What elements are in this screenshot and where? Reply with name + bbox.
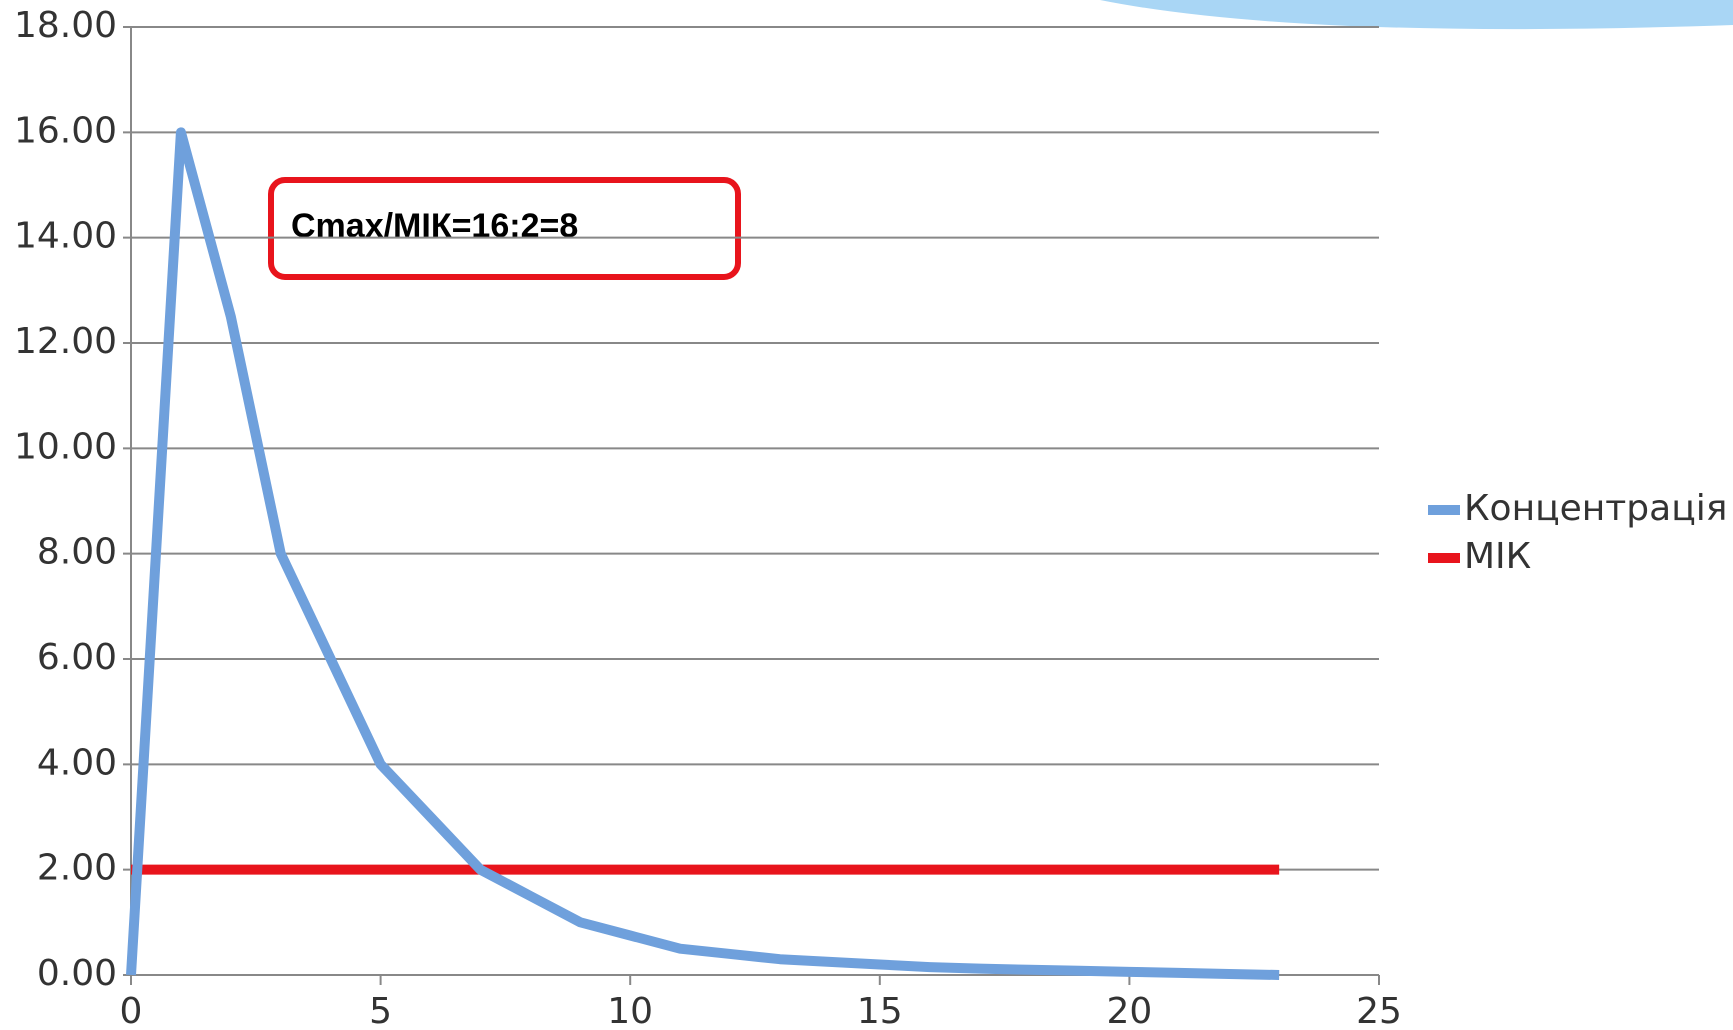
y-tick-label: 2.00 [37, 848, 117, 889]
y-tick-label: 8.00 [37, 532, 117, 573]
y-tick-label: 4.00 [37, 742, 117, 783]
x-tick-label: 10 [607, 991, 653, 1030]
decor-shape [1100, 0, 1733, 29]
x-tick-label: 5 [369, 991, 392, 1030]
y-tick-label: 12.00 [14, 321, 117, 362]
legend-label: МІК [1464, 536, 1531, 577]
chart: Cmax/МІК=16:2=8 0.00 2.00 4.00 6.00 8.00 10.0… [0, 0, 1733, 1030]
annotation: Cmax/МІК=16:2=8 [291, 207, 578, 245]
x-tick-label: 25 [1356, 991, 1402, 1030]
y-tick-label: 0.00 [37, 953, 117, 994]
x-tick-label: 15 [857, 991, 903, 1030]
y-tick-label: 14.00 [14, 216, 117, 257]
y-tick-label: 10.00 [14, 426, 117, 467]
legend-swatch [1428, 553, 1460, 563]
x-tick-label: 0 [120, 991, 143, 1030]
y-tick-label: 18.00 [14, 5, 117, 46]
legend-label: Концентрація [1464, 488, 1727, 529]
legend-swatch [1428, 505, 1460, 515]
x-tick-label: 20 [1106, 991, 1152, 1030]
y-tick-label: 6.00 [37, 637, 117, 678]
y-tick-label: 16.00 [14, 110, 117, 151]
